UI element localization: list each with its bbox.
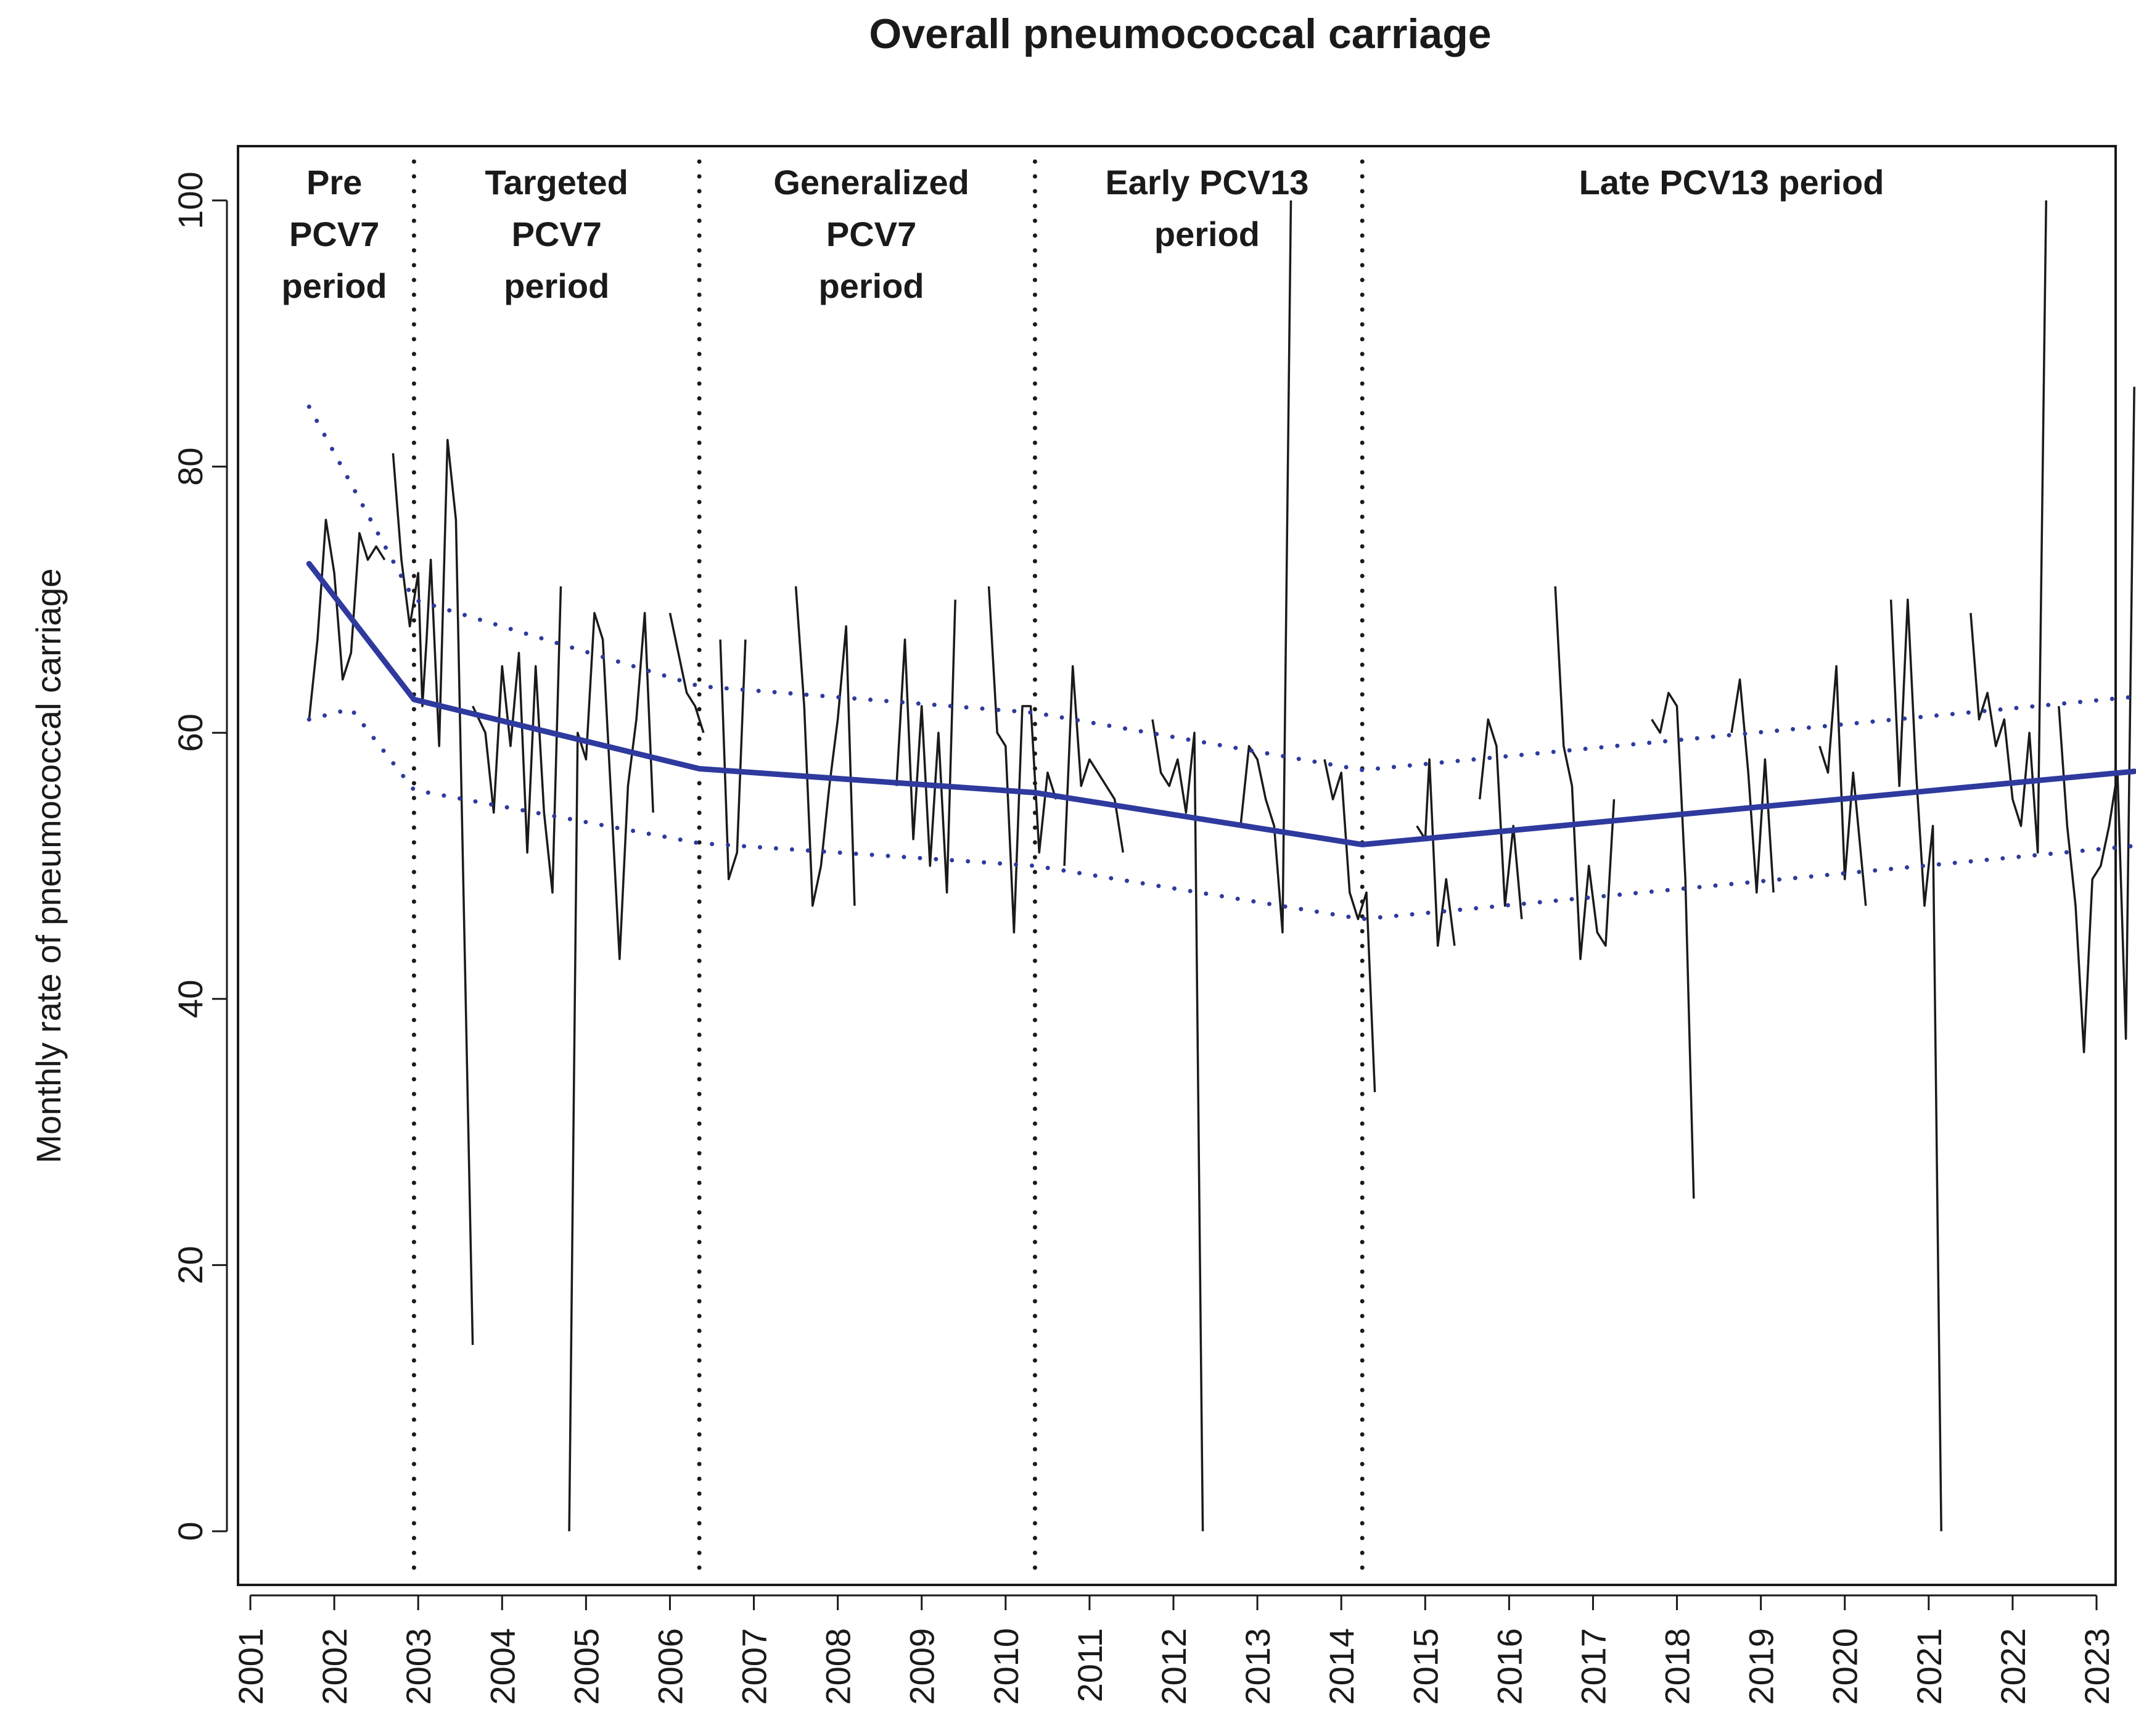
- x-tick-label: 2002: [315, 1628, 354, 1705]
- period-labels: Pre PCV7 period Targeted PCV7 period Generaliz…: [282, 163, 1884, 305]
- confidence-bands: [306, 405, 2136, 921]
- x-tick-label: 2001: [231, 1628, 270, 1705]
- generalized-pcv7-label: period: [819, 266, 924, 305]
- observed-line-segment: [2058, 387, 2135, 1053]
- observed-line-segment: [1416, 758, 1456, 947]
- x-tick-label: 2013: [1238, 1628, 1277, 1705]
- x-tick-label: 2005: [567, 1628, 606, 1705]
- early-pcv13-label: period: [1154, 215, 1260, 253]
- y-tick-label: 100: [171, 171, 210, 229]
- late-pcv13-label: Late PCV13 period: [1579, 163, 1884, 202]
- x-tick-label: 2004: [483, 1628, 522, 1705]
- period-boundaries: [411, 159, 1365, 1581]
- pre-pcv7-label: period: [282, 266, 387, 305]
- chart-title: Overall pneumococcal carriage: [869, 10, 1491, 57]
- observed-line-segment: [987, 586, 1058, 934]
- plot-frame: [237, 145, 2117, 1586]
- x-tick-label: 2014: [1322, 1628, 1361, 1705]
- trend-series: [306, 561, 2136, 847]
- y-tick-label: 60: [171, 714, 210, 752]
- x-tick-label: 2021: [1910, 1628, 1949, 1705]
- y-tick-label: 80: [171, 447, 210, 485]
- pre-pcv7-label: Pre: [306, 163, 362, 202]
- upper-ci-line: [306, 405, 2136, 773]
- observed-line-segment: [1323, 759, 1376, 1092]
- x-axis: 2001 2002 2003 2004 2005 2006 2007 2008 2009 2010…: [231, 1594, 2116, 1705]
- observed-line-segment: [308, 519, 386, 720]
- observed-line-segment: [1478, 718, 1523, 919]
- observed-line-segment: [1151, 719, 1204, 1532]
- trend-line: [306, 561, 2136, 847]
- x-tick-label: 2019: [1742, 1628, 1781, 1705]
- y-axis-label: Monthly rate of pneumococcal carriage: [29, 569, 68, 1164]
- x-tick-label: 2020: [1826, 1628, 1865, 1705]
- observed-line-segment: [668, 612, 705, 733]
- observed-line-segment: [472, 586, 562, 894]
- x-tick-label: 2010: [987, 1628, 1025, 1705]
- observed-series: [308, 200, 2135, 1532]
- x-tick-label: 2016: [1490, 1628, 1529, 1705]
- x-tick-label: 2018: [1658, 1628, 1697, 1705]
- observed-line-segment: [794, 586, 856, 907]
- targeted-pcv7-label: PCV7: [512, 215, 602, 253]
- x-tick-label: 2008: [819, 1628, 858, 1705]
- targeted-pcv7-label: Targeted: [485, 163, 628, 202]
- x-tick-label: 2015: [1406, 1628, 1445, 1705]
- observed-line-segment: [568, 612, 654, 1532]
- x-tick-label: 2023: [2077, 1628, 2116, 1705]
- observed-line-segment: [1889, 598, 1942, 1532]
- y-tick-label: 0: [171, 1521, 210, 1541]
- observed-line-segment: [1970, 200, 2048, 854]
- x-tick-label: 2017: [1574, 1628, 1612, 1705]
- targeted-pcv7-label: period: [504, 266, 609, 305]
- observed-line-segment: [1063, 665, 1125, 866]
- x-tick-label: 2012: [1154, 1628, 1193, 1705]
- observed-line-segment: [1239, 200, 1292, 934]
- generalized-pcv7-label: Generalized: [773, 163, 969, 202]
- lower-ci-line: [306, 706, 2136, 921]
- early-pcv13-label: Early PCV13: [1105, 163, 1308, 202]
- observed-line-segment: [1554, 586, 1616, 960]
- x-tick-label: 2007: [735, 1628, 774, 1705]
- pre-pcv7-label: PCV7: [289, 215, 379, 253]
- observed-line-segment: [1651, 691, 1695, 1199]
- y-tick-label: 20: [171, 1246, 210, 1284]
- x-tick-label: 2009: [903, 1628, 942, 1705]
- y-axis: 0 20 40 60 80 100: [171, 171, 228, 1541]
- x-tick-label: 2006: [651, 1628, 689, 1705]
- y-tick-label: 40: [171, 980, 210, 1018]
- observed-line-segment: [719, 640, 747, 881]
- observed-line-segment: [392, 438, 474, 1345]
- generalized-pcv7-label: PCV7: [826, 215, 916, 253]
- x-tick-label: 2011: [1070, 1628, 1109, 1702]
- x-tick-label: 2003: [399, 1628, 438, 1705]
- observed-line-segment: [1818, 665, 1867, 906]
- observed-line-segment: [895, 599, 956, 894]
- observed-line-segment: [1730, 678, 1775, 894]
- x-tick-label: 2022: [1994, 1628, 2032, 1705]
